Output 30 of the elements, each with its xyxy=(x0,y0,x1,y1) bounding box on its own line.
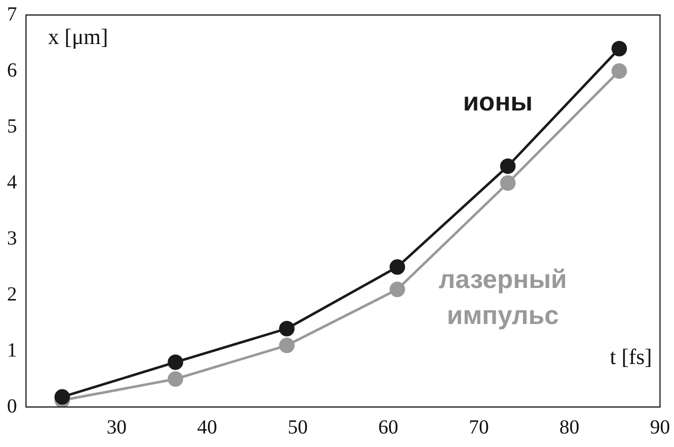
point xyxy=(168,354,184,370)
point xyxy=(279,320,295,336)
x-axis-title: t [fs] xyxy=(610,344,652,369)
point xyxy=(500,175,516,191)
point xyxy=(279,338,295,354)
y-tick-label: 3 xyxy=(7,227,17,250)
x-tick-label: 30 xyxy=(106,416,127,438)
y-tick-label: 0 xyxy=(7,395,17,418)
y-tick-label: 4 xyxy=(7,171,17,194)
point xyxy=(611,40,627,56)
y-tick-label: 1 xyxy=(7,339,17,362)
point xyxy=(390,259,406,275)
x-tick-label: 80 xyxy=(559,416,580,438)
x-tick-label: 60 xyxy=(378,416,398,438)
y-tick-label: 2 xyxy=(7,283,17,306)
point xyxy=(611,63,627,79)
x-tick-label: 70 xyxy=(468,416,489,438)
y-tick-label: 5 xyxy=(7,115,17,138)
point xyxy=(54,389,70,405)
y-tick-label: 6 xyxy=(7,59,17,82)
point xyxy=(500,158,516,174)
y-axis-title: x [μm] xyxy=(48,24,108,49)
x-tick-label: 90 xyxy=(650,416,670,438)
y-tick-label: 7 xyxy=(7,3,17,26)
point xyxy=(168,371,184,387)
x-tick-label: 40 xyxy=(197,416,218,438)
series-label: лазерный импульс xyxy=(438,264,567,330)
series-label: ионы xyxy=(462,86,533,116)
point xyxy=(390,282,406,298)
x-tick-label: 50 xyxy=(288,416,308,438)
